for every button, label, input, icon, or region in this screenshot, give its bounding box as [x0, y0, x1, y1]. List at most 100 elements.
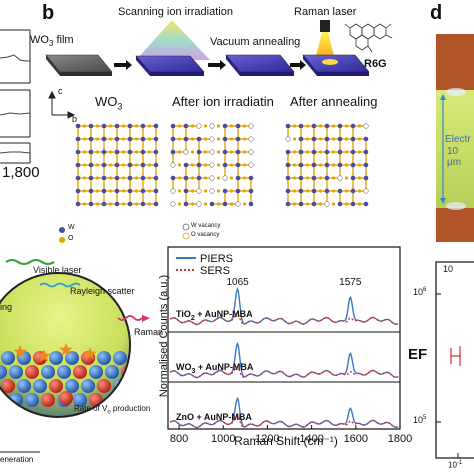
- lattice-w-vacancy: [209, 149, 215, 155]
- lattice-w-atom: [153, 149, 159, 155]
- lattice-o-atom: [229, 163, 234, 167]
- lattice-o-atom: [305, 189, 310, 193]
- lattice-w-vacancy: [209, 188, 215, 194]
- lattice-w-vacancy: [248, 123, 254, 129]
- lattice-w-vacancy: [209, 175, 215, 181]
- lattice-w-atom: [153, 201, 159, 207]
- lattice-w-atom: [183, 201, 189, 207]
- lattice-w-atom: [337, 162, 343, 168]
- lattice-w-atom: [350, 123, 356, 129]
- lattice-w-atom: [337, 149, 343, 155]
- lattice-sphere: [25, 393, 39, 407]
- lattice-w-atom: [324, 175, 330, 181]
- lattice-w-atom: [140, 149, 146, 155]
- lattice-o-atom: [121, 189, 126, 193]
- lattice-w-atom: [127, 123, 133, 129]
- lattice-w-atom: [235, 175, 241, 181]
- lattice-o-atom: [95, 176, 100, 180]
- lattice-o-atom: [357, 150, 362, 154]
- lattice-w-atom: [324, 149, 330, 155]
- lattice-w-atom: [114, 188, 120, 194]
- ef-x-tick: 10-1: [448, 460, 463, 470]
- lattice-o-atom: [108, 202, 113, 206]
- step-label-ion: Scanning ion irradiation: [118, 6, 233, 18]
- lattice-o-atom: [357, 176, 362, 180]
- lattice-o-atom: [134, 163, 139, 167]
- chart-frame: [167, 246, 401, 430]
- lattice-o-atom: [82, 150, 87, 154]
- lattice-o-atom: [121, 150, 126, 154]
- lattice-sphere: [1, 379, 15, 393]
- lattice-w-atom: [285, 162, 291, 168]
- lattice-w-atom: [88, 175, 94, 181]
- lattice-w-atom: [140, 123, 146, 129]
- lattice-w-vacancy: [222, 175, 228, 181]
- lattice-o-atom: [344, 150, 349, 154]
- lattice-o-atom: [147, 150, 152, 154]
- lattice-w-vacancy: [170, 162, 176, 168]
- lattice-o-atom: [318, 124, 323, 128]
- scale-label: 10 μm: [447, 146, 462, 168]
- lattice-o-atom: [331, 124, 336, 128]
- lattice-w-atom: [75, 149, 81, 155]
- lattice-axes: [48, 90, 76, 119]
- lattice-o-atom: [177, 202, 182, 206]
- lattice-w-vacancy: [209, 162, 215, 168]
- lattice-w-atom: [248, 175, 254, 181]
- lattice-w-atom: [101, 201, 107, 207]
- lattice-o-atom: [331, 202, 336, 206]
- lattice-w-atom: [363, 149, 369, 155]
- lattice-w-atom: [235, 136, 241, 142]
- hotspot-star: [37, 349, 51, 362]
- lattice-o-atom: [121, 137, 126, 141]
- lattice-w-atom: [140, 175, 146, 181]
- lattice-w-atom: [222, 188, 228, 194]
- lattice-o-atom: [134, 202, 139, 206]
- lattice-w-atom: [311, 201, 317, 207]
- lattice-w-atom: [350, 149, 356, 155]
- lattice-w-atom: [285, 188, 291, 194]
- lattice-o-atom: [177, 176, 182, 180]
- lattice-o-atom: [147, 124, 152, 128]
- lattice-w-atom: [324, 188, 330, 194]
- lattice-w-atom: [196, 136, 202, 142]
- lattice-w-atom: [114, 149, 120, 155]
- step-label-raman: Raman laser: [294, 6, 357, 18]
- lattice-o-atom: [190, 176, 195, 180]
- lattice-o-atom: [95, 124, 100, 128]
- process-arrow-1: [114, 60, 132, 70]
- lattice-w-atom: [298, 201, 304, 207]
- row-label: ZnO + AuNP-MBA: [176, 412, 252, 422]
- lattice-o-atom: [121, 202, 126, 206]
- lattice-w-atom: [88, 162, 94, 168]
- lattice-w-atom: [101, 188, 107, 194]
- lattice-w-atom: [350, 188, 356, 194]
- lattice-sphere: [49, 351, 63, 365]
- lattice-title-pristine: WO3: [95, 94, 123, 112]
- lattice-o-atom: [331, 189, 336, 193]
- lattice-o-atom: [344, 163, 349, 167]
- lattice-w-atom: [298, 123, 304, 129]
- lattice-sphere: [113, 351, 127, 365]
- lattice-o-atom: [344, 202, 349, 206]
- lattice-sphere: [41, 393, 55, 407]
- lattice-w-vacancy: [196, 123, 202, 129]
- lattice-o-atom: [229, 176, 234, 180]
- lattice-w-atom: [153, 162, 159, 168]
- lattice-o-atom: [82, 163, 87, 167]
- lattice-w-vacancy: [235, 201, 241, 207]
- lattice-o-atom: [229, 124, 234, 128]
- lattice-o-atom: [203, 176, 208, 180]
- lattice-o-atom: [108, 176, 113, 180]
- lattice-w-atom: [75, 136, 81, 142]
- lattice-o-atom: [229, 150, 234, 154]
- lattice-w-atom: [311, 123, 317, 129]
- lattice-o-atom: [216, 163, 221, 167]
- lattice-w-atom: [101, 162, 107, 168]
- lattice-o-atom: [134, 124, 139, 128]
- lattice-o-atom: [357, 202, 362, 206]
- legend-o: O: [68, 235, 74, 242]
- piers-line: [169, 341, 399, 379]
